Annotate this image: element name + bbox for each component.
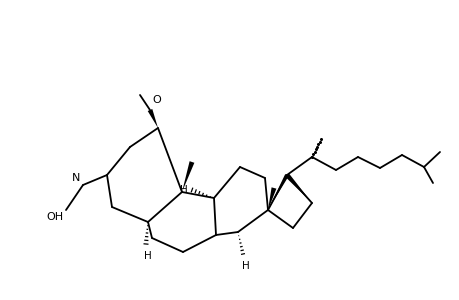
Text: OH: OH — [47, 212, 64, 222]
Polygon shape — [268, 174, 288, 210]
Polygon shape — [182, 161, 194, 192]
Polygon shape — [285, 173, 311, 203]
Text: N: N — [72, 173, 80, 183]
Text: H: H — [241, 261, 249, 271]
Text: O: O — [151, 95, 160, 105]
Text: H: H — [144, 251, 151, 261]
Polygon shape — [268, 187, 276, 210]
Polygon shape — [147, 109, 157, 128]
Text: H: H — [180, 185, 187, 195]
